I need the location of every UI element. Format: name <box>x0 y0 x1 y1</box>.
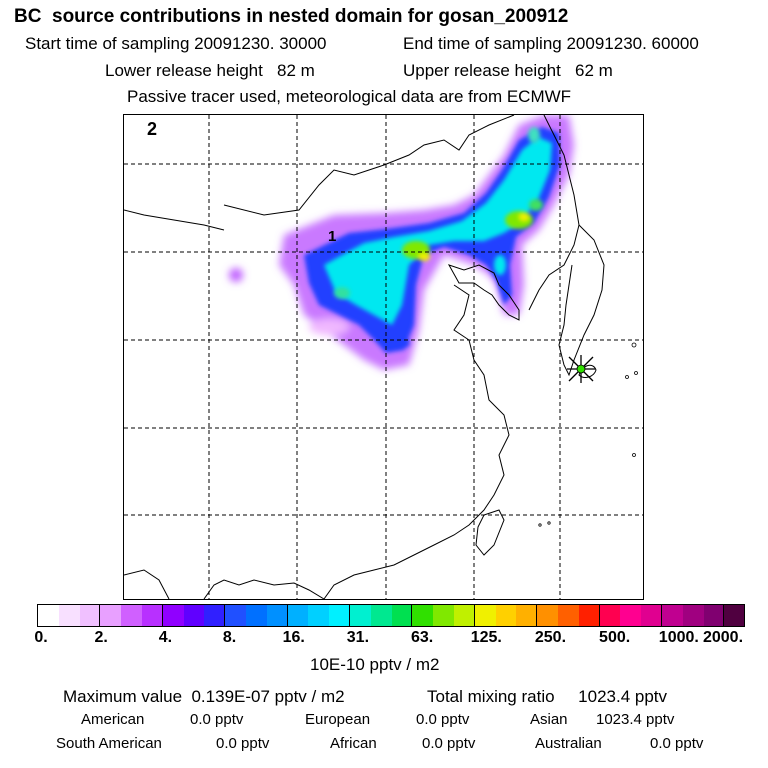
color-scale-segment <box>620 605 642 626</box>
color-scale-tick-label: 1000. <box>658 629 699 646</box>
islands <box>538 342 638 527</box>
color-scale-segment <box>204 605 226 626</box>
color-scale-bar <box>37 604 745 627</box>
region-name: African <box>330 735 377 752</box>
color-scale-segment <box>245 605 267 626</box>
color-scale-segment <box>141 605 163 626</box>
color-scale-segment <box>412 605 434 626</box>
color-scale-segment <box>433 605 454 626</box>
color-scale-segment <box>266 605 288 626</box>
color-scale-tick-label: 500. <box>599 629 631 646</box>
color-scale-tick-label: 2. <box>94 629 108 646</box>
color-scale-segment <box>703 605 725 626</box>
color-scale-segment <box>682 605 704 626</box>
start-time: Start time of sampling 20091230. 30000 <box>25 34 327 53</box>
color-scale-segment <box>79 605 101 626</box>
color-scale-tick-label: 8. <box>222 629 237 646</box>
coastlines <box>124 115 605 599</box>
color-scale-segment <box>474 605 496 626</box>
region-value: 1023.4 pptv <box>596 711 675 728</box>
map-panel: 2 1 <box>123 114 644 600</box>
color-scale-segment <box>349 605 371 626</box>
star-icon <box>567 355 595 383</box>
color-scale-segment <box>162 605 184 626</box>
color-scale-segment <box>183 605 205 626</box>
color-scale-segment <box>661 605 683 626</box>
region-name: Australian <box>535 735 602 752</box>
region-value: 0.0 pptv <box>216 735 270 752</box>
color-scale-tick-label: 0. <box>34 629 48 646</box>
color-scale-segment <box>641 605 662 626</box>
plume-hotspots <box>334 127 543 299</box>
color-scale-segment <box>724 605 745 626</box>
color-scale-segment <box>287 605 309 626</box>
color-scale-unit: 10E-10 pptv / m2 <box>310 655 440 674</box>
color-scale-segment <box>391 605 413 626</box>
point-label: 1 <box>328 228 336 245</box>
region-value: 0.0 pptv <box>650 735 704 752</box>
region-value: 0.0 pptv <box>416 711 470 728</box>
color-scale-tick-label: 31. <box>346 629 370 646</box>
color-scale-segment <box>516 605 538 626</box>
color-scale-segment <box>100 605 122 626</box>
color-scale-segment <box>599 605 621 626</box>
total-mixing-ratio: Total mixing ratio 1023.4 pptv <box>427 687 668 706</box>
region-name: American <box>81 711 145 728</box>
lower-release-height: Lower release height 82 m <box>105 61 315 80</box>
color-scale-segment <box>557 605 579 626</box>
color-scale-segment <box>578 605 600 626</box>
panel-number: 2 <box>147 119 157 139</box>
color-scale-segment <box>58 605 80 626</box>
color-scale-segment <box>121 605 142 626</box>
color-scale-segment <box>225 605 246 626</box>
color-scale-tick-label: 125. <box>470 629 502 646</box>
color-scale-segment <box>38 605 59 626</box>
color-scale-segment <box>329 605 350 626</box>
map-title: BC source contributions in nested domain… <box>14 6 569 27</box>
grid-lines <box>124 115 643 599</box>
region-name: European <box>305 711 371 728</box>
max-value: Maximum value 0.139E-07 pptv / m2 <box>63 687 345 706</box>
color-scale-segment <box>370 605 392 626</box>
map-canvas: 2 1 <box>124 115 643 599</box>
region-value: 0.0 pptv <box>422 735 476 752</box>
color-scale-tick-label: 2000. <box>702 629 744 646</box>
region-value: 0.0 pptv <box>190 711 244 728</box>
color-scale-tick-label: 16. <box>282 629 305 646</box>
color-scale-segment <box>495 605 517 626</box>
color-scale-segment <box>537 605 558 626</box>
color-scale-tick-label: 250. <box>534 629 567 646</box>
color-scale-tick-label: 4. <box>158 629 173 646</box>
end-time: End time of sampling 20091230. 60000 <box>403 34 699 53</box>
color-scale-segment <box>308 605 330 626</box>
region-name: Asian <box>530 711 568 728</box>
color-scale-segment <box>453 605 475 626</box>
color-scale-tick-label: 63. <box>410 629 434 646</box>
upper-release-height: Upper release height 62 m <box>403 61 613 80</box>
plume-cyan <box>324 137 552 325</box>
tracer-note: Passive tracer used, meteorological data… <box>127 87 572 106</box>
region-name: South American <box>56 735 162 752</box>
